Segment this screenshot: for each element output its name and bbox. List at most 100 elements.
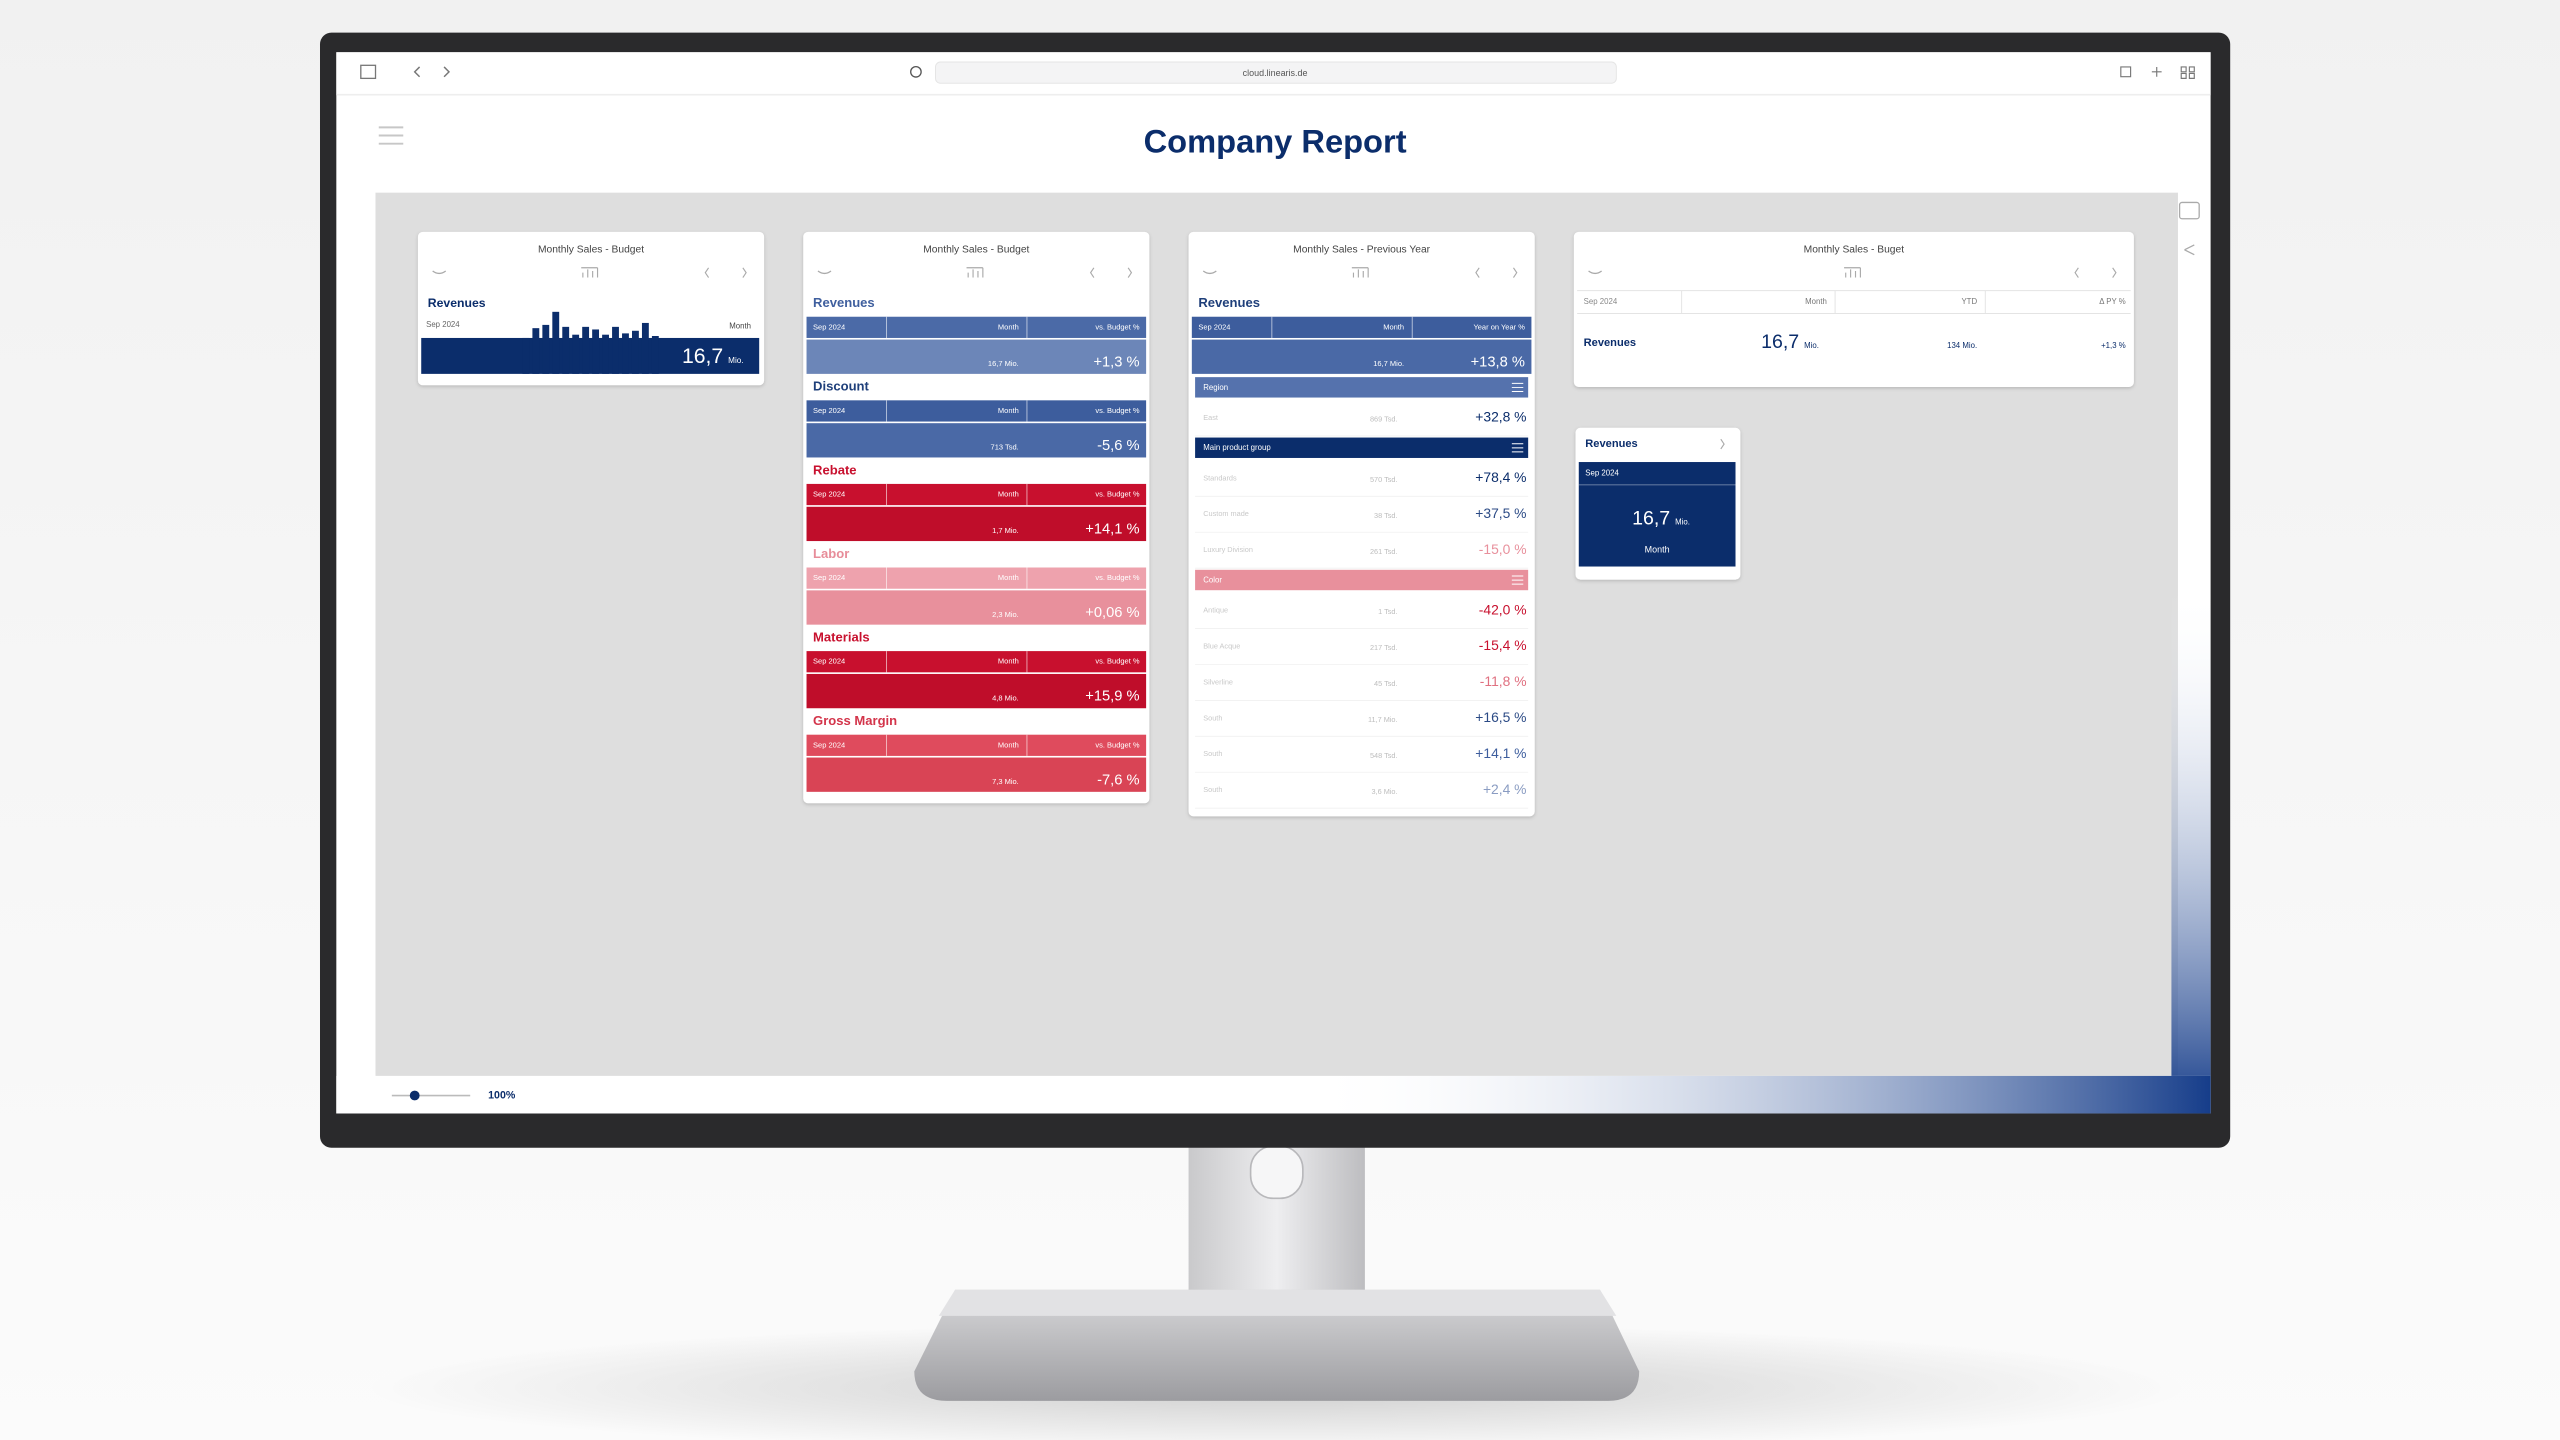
prev-button[interactable] xyxy=(1089,267,1095,278)
row-label: South xyxy=(1203,713,1222,722)
kpi-delta: +1,3 % xyxy=(2101,341,2126,350)
kpi-name: Revenues xyxy=(428,296,486,310)
header-dividers xyxy=(886,651,1028,673)
url-text: cloud.linearis.de xyxy=(1243,68,1308,78)
collapse-button[interactable] xyxy=(1202,270,1217,275)
browser-actions[interactable] xyxy=(2120,66,2195,79)
menu-button[interactable] xyxy=(378,126,404,145)
kpi-unit: Mio. xyxy=(1675,518,1690,527)
row-menu[interactable] xyxy=(1511,443,1524,453)
row-delta: +32,8 % xyxy=(1475,409,1526,425)
section-delta: -5,6 % xyxy=(1097,438,1139,454)
spark-bar xyxy=(612,326,619,374)
spark-bar xyxy=(641,322,649,374)
row-delta: -15,0 % xyxy=(1479,541,1527,557)
section-name: Revenues xyxy=(813,295,875,310)
next-button[interactable] xyxy=(1512,267,1518,278)
stand-base xyxy=(914,1289,1640,1401)
section-delta: +14,1 % xyxy=(1085,522,1139,538)
edge-glow xyxy=(2171,587,2211,1114)
section-values xyxy=(1191,339,1532,374)
kpi-name: Revenues xyxy=(1584,337,1636,349)
section-values xyxy=(806,506,1147,542)
share-icon[interactable] xyxy=(2184,244,2195,256)
spark-bar xyxy=(592,329,600,374)
section-value: 4,8 Mio. xyxy=(992,693,1019,702)
group-bar xyxy=(1195,377,1529,398)
row-delta: +14,1 % xyxy=(1475,745,1526,761)
row-amount: 548 Tsd. xyxy=(1370,751,1398,760)
next-button[interactable] xyxy=(2112,267,2117,278)
row-delta: -15,4 % xyxy=(1479,637,1527,653)
chart-switch[interactable] xyxy=(1844,267,1861,278)
section-header xyxy=(806,400,1147,422)
section-value: 2,3 Mio. xyxy=(992,610,1019,619)
column-label: Month xyxy=(998,406,1019,415)
kpi-unit: Mio. xyxy=(728,356,743,365)
spark-bar xyxy=(582,326,590,374)
comparison-label: vs. Budget % xyxy=(1095,322,1140,331)
privacy-icon xyxy=(910,65,922,78)
section-values xyxy=(806,757,1147,792)
collapse-button[interactable] xyxy=(817,270,832,275)
card-title: Monthly Sales - Budget xyxy=(923,245,1029,256)
next-button[interactable] xyxy=(1720,438,1725,450)
column-label: Month xyxy=(998,322,1019,331)
section-values xyxy=(806,339,1147,374)
row-delta: +78,4 % xyxy=(1475,469,1526,485)
period: Sep 2024 xyxy=(813,490,845,499)
zoom-handle[interactable] xyxy=(409,1090,420,1101)
prev-button[interactable] xyxy=(1475,267,1480,278)
column-label: Month xyxy=(1645,545,1670,555)
row-label: South xyxy=(1203,749,1222,758)
next-button[interactable] xyxy=(1127,267,1133,278)
section-header xyxy=(806,651,1147,673)
collapse-button[interactable] xyxy=(432,270,447,275)
section-name: Rebate xyxy=(813,462,857,477)
chart-switch[interactable] xyxy=(966,267,984,278)
column-label: Month xyxy=(998,573,1019,582)
card xyxy=(1573,231,2134,387)
row-delta: +37,5 % xyxy=(1475,505,1526,521)
group-name: Region xyxy=(1203,383,1228,392)
row-menu[interactable] xyxy=(1511,575,1524,585)
section-header xyxy=(806,483,1147,506)
comparison-label: vs. Budget % xyxy=(1095,490,1140,499)
collapse-button[interactable] xyxy=(1588,270,1603,275)
group-bar xyxy=(1195,437,1529,458)
comment-icon[interactable] xyxy=(2178,201,2200,220)
sidebar-icon[interactable] xyxy=(360,64,377,80)
header-dividers xyxy=(886,483,1028,506)
next-button[interactable] xyxy=(742,267,747,278)
row-menu[interactable] xyxy=(1511,382,1524,392)
group-name: Color xyxy=(1203,575,1222,584)
row-label: South xyxy=(1203,785,1222,794)
period: Sep 2024 xyxy=(813,740,845,749)
section-header xyxy=(806,567,1147,589)
card-title: Monthly Sales - Budget xyxy=(538,245,644,256)
section-delta: +13,8 % xyxy=(1471,354,1525,370)
status-glow xyxy=(1306,1075,2211,1114)
chart-switch[interactable] xyxy=(1351,267,1369,278)
period: Sep 2024 xyxy=(813,657,845,666)
spark-bar xyxy=(542,324,550,374)
section-delta: +0,06 % xyxy=(1085,605,1139,621)
comparison-label: vs. Budget % xyxy=(1095,657,1140,666)
nav-arrows[interactable] xyxy=(413,66,451,78)
row-delta: +16,5 % xyxy=(1475,709,1526,725)
header-dividers xyxy=(886,400,1028,422)
column-label: YTD xyxy=(1961,297,1977,306)
chart-switch[interactable] xyxy=(581,267,599,278)
kpi-value: 16,7 xyxy=(682,345,723,368)
row-amount: 38 Tsd. xyxy=(1374,511,1398,520)
prev-button[interactable] xyxy=(2074,267,2079,278)
spark-bar xyxy=(522,337,530,374)
prev-button[interactable] xyxy=(704,267,710,278)
section-values xyxy=(806,590,1147,625)
section-value: 7,3 Mio. xyxy=(992,777,1019,786)
report-title: Company Report xyxy=(1144,122,1407,159)
url-bar[interactable] xyxy=(935,61,1617,84)
